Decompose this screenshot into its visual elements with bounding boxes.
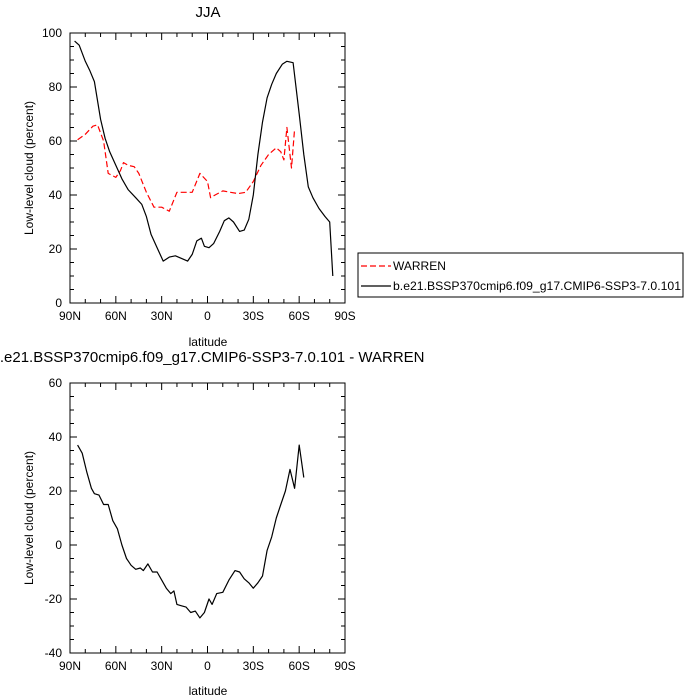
legend-label-warren: WARREN (393, 259, 446, 273)
x-tick-label: 90N (59, 309, 81, 323)
y-tick-label: 0 (55, 538, 62, 552)
series-line-warren (77, 124, 296, 212)
y-tick-label: 20 (49, 484, 63, 498)
y-tick-label: 20 (49, 242, 63, 256)
bottom-x-axis-label: latitude (189, 684, 228, 698)
x-tick-label: 0 (204, 659, 211, 673)
y-tick-label: 100 (42, 26, 62, 40)
bottom-y-axis-label: Low-level cloud (percent) (22, 451, 36, 585)
legend: WARREN b.e21.BSSP370cmip6.f09_g17.CMIP6-… (357, 252, 684, 298)
bottom-y-ticks: -40 -20 0 20 40 60 (45, 376, 345, 660)
top-y-axis-label: Low-level cloud (percent) (22, 101, 36, 235)
bottom-x-ticks: 90N 60N 30N 0 30S 60S 90S (59, 383, 356, 673)
x-tick-label: 30S (243, 659, 264, 673)
y-tick-label: 40 (49, 188, 63, 202)
y-tick-label: 80 (49, 80, 63, 94)
legend-label-model: b.e21.BSSP370cmip6.f09_g17.CMIP6-SSP3-7.… (393, 279, 681, 293)
x-tick-label: 60N (105, 659, 127, 673)
top-series-group (74, 40, 334, 277)
y-tick-label: -40 (45, 646, 63, 660)
y-tick-label: 40 (49, 430, 63, 444)
legend-box (357, 252, 684, 298)
top-plot-frame (69, 32, 346, 304)
x-tick-label: 90S (334, 659, 355, 673)
top-chart-panel: JJA 0 20 40 60 80 100 90N 60N 30N 0 30S 60S 90S lat… (22, 4, 356, 349)
top-x-ticks: 90N 60N 30N 0 30S 60S 90S (59, 33, 356, 323)
top-y-ticks: 0 20 40 60 80 100 (42, 26, 345, 310)
x-tick-label: 30N (151, 659, 173, 673)
y-tick-label: -20 (45, 592, 63, 606)
series-line-difference (77, 444, 305, 619)
x-tick-label: 60N (105, 309, 127, 323)
x-tick-label: 90S (334, 309, 355, 323)
x-tick-label: 30N (151, 309, 173, 323)
top-x-axis-label: latitude (189, 335, 228, 349)
y-tick-label: 0 (55, 296, 62, 310)
bottom-chart-title: b.e21.BSSP370cmip6.f09_g17.CMIP6-SSP3-7.… (0, 349, 425, 366)
bottom-chart-panel: b.e21.BSSP370cmip6.f09_g17.CMIP6-SSP3-7.… (0, 349, 425, 698)
x-tick-label: 90N (59, 659, 81, 673)
x-tick-label: 60S (288, 309, 309, 323)
x-tick-label: 60S (288, 659, 309, 673)
bottom-series-group (77, 444, 305, 619)
bottom-plot-frame (69, 382, 346, 654)
y-tick-label: 60 (49, 376, 63, 390)
y-tick-label: 60 (49, 134, 63, 148)
x-tick-label: 0 (204, 309, 211, 323)
top-chart-title: JJA (195, 4, 220, 21)
series-line-model (74, 40, 334, 277)
x-tick-label: 30S (243, 309, 264, 323)
